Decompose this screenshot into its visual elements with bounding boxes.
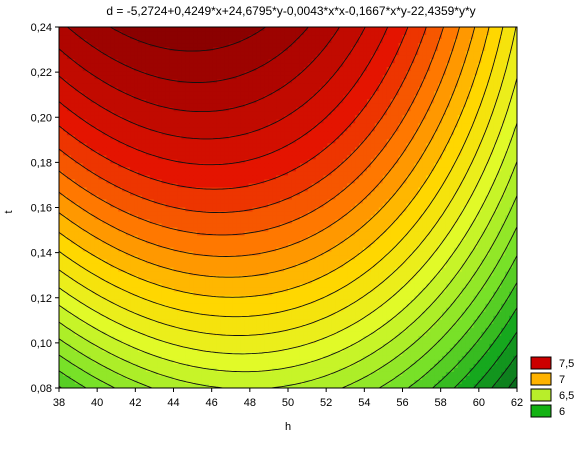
plot-area [59,27,517,388]
legend-label: 6 [559,406,565,418]
contour-line [59,282,517,388]
y-tick-label: 0,18 [31,157,52,169]
x-tick-label: 62 [511,397,523,409]
legend-label: 7,5 [559,358,574,370]
contour-line [59,27,340,113]
x-tick-label: 40 [91,397,103,409]
x-axis: 38 40 42 44 46 48 50 52 54 56 58 60 62 [53,388,523,409]
legend-swatch [530,356,552,370]
contour-line [59,77,517,355]
contour-line [59,27,490,298]
contour-line [59,195,517,388]
contour-line [59,27,517,336]
legend: 7,5 7 6,5 6 [530,356,574,418]
x-tick-label: 46 [206,397,218,409]
contour-fill [59,27,517,388]
x-tick-label: 44 [167,397,179,409]
contour-line [109,27,266,52]
x-tick-label: 54 [358,397,370,409]
y-tick-label: 0,14 [31,248,52,260]
contour-line [59,27,504,318]
contour-line [491,354,517,388]
legend-swatch [530,372,552,386]
x-tick-label: 38 [53,397,65,409]
contour-line [59,27,476,278]
x-tick-label: 50 [282,397,294,409]
contour-line [59,122,517,373]
y-tick-label: 0,12 [31,293,52,305]
y-axis: 0,08 0,10 0,12 0,14 0,16 0,18 0,20 0,22 0,24 [31,22,59,395]
y-tick-label: 0,24 [31,22,52,34]
y-tick-label: 0,08 [31,383,52,395]
x-tick-label: 58 [435,397,447,409]
contour-line [59,27,366,140]
legend-label: 6,5 [559,390,574,402]
contour-line [67,27,309,83]
contour-line [59,27,427,214]
contour-line [59,255,517,388]
contour-lines [59,27,517,388]
x-tick-label: 48 [244,397,256,409]
legend-swatch [530,404,552,418]
contour-line [59,27,444,236]
legend-swatch [530,388,552,402]
x-tick-label: 42 [129,397,141,409]
legend-label: 7 [559,374,565,386]
chart-title: d = -5,2724+0,4249*x+24,6795*y-0,0043*x*… [106,4,475,18]
x-tick-label: 56 [396,397,408,409]
y-tick-label: 0,22 [31,67,52,79]
x-tick-label: 60 [473,397,485,409]
y-tick-label: 0,10 [31,338,52,350]
contour-line [59,226,517,388]
y-axis-label: t [3,210,15,213]
contour-line [59,27,460,257]
contour-line [508,376,517,388]
contour-line [59,161,517,388]
contour-line [59,27,409,190]
x-axis-label: h [285,421,291,433]
contour-line [59,27,389,166]
y-tick-label: 0,16 [31,203,52,215]
x-tick-label: 52 [320,397,332,409]
y-tick-label: 0,20 [31,112,52,124]
